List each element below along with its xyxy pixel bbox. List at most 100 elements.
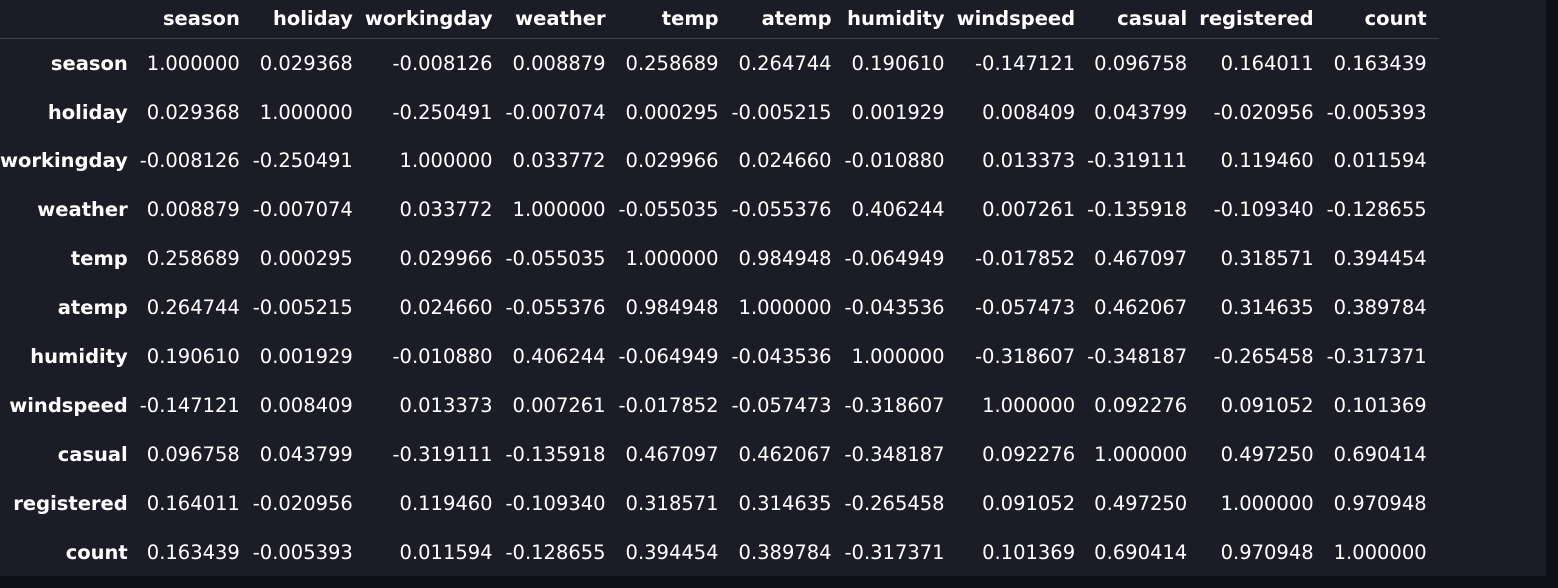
right-edge-strip: [1546, 0, 1558, 588]
cell-season-atemp: 0.264744: [738, 51, 832, 75]
cell-season-count: 0.163439: [1333, 51, 1427, 75]
cell-humidity-casual: -0.348187: [1087, 345, 1188, 369]
cell-season-workingday: -0.008126: [392, 51, 493, 75]
cell-count-humidity: -0.317371: [844, 540, 945, 564]
cell-temp-casual: 0.467097: [1094, 247, 1188, 271]
cell-windspeed-casual: 0.092276: [1094, 393, 1188, 417]
cell-windspeed-holiday: 0.008409: [259, 393, 353, 417]
cell-registered-count: 0.970948: [1333, 491, 1427, 515]
cell-workingday-workingday: 1.000000: [399, 149, 493, 173]
column-header-weather: weather: [504, 0, 618, 39]
cell-workingday-humidity: -0.010880: [844, 149, 945, 173]
cell-season-temp: 0.258689: [625, 51, 719, 75]
cell-humidity-count: -0.317371: [1326, 345, 1427, 369]
cell-count-workingday: 0.011594: [399, 540, 493, 564]
cell-temp-temp: 1.000000: [625, 247, 719, 271]
cell-humidity-weather: 0.406244: [512, 345, 606, 369]
cell-atemp-temp: 0.984948: [625, 296, 719, 320]
cell-temp-windspeed: -0.017852: [975, 247, 1076, 271]
cell-registered-humidity: -0.265458: [844, 491, 945, 515]
cell-weather-humidity: 0.406244: [851, 198, 945, 222]
cell-registered-registered: 1.000000: [1220, 491, 1314, 515]
cell-temp-count: 0.394454: [1333, 247, 1427, 271]
cell-casual-season: 0.096758: [146, 442, 240, 466]
cell-humidity-registered: -0.265458: [1213, 345, 1314, 369]
cell-weather-atemp: -0.055376: [731, 198, 832, 222]
cell-registered-casual: 0.497250: [1094, 491, 1188, 515]
cell-atemp-casual: 0.462067: [1094, 296, 1188, 320]
cell-temp-holiday: 0.000295: [259, 247, 353, 271]
cell-casual-count: 0.690414: [1333, 442, 1427, 466]
cell-registered-weather: -0.109340: [505, 491, 606, 515]
cell-weather-workingday: 0.033772: [399, 198, 493, 222]
cell-holiday-atemp: -0.005215: [731, 100, 832, 124]
column-header-humidity: humidity: [843, 0, 957, 39]
cell-season-weather: 0.008879: [512, 51, 606, 75]
header-row: season holiday workingday weather temp atemp h…: [0, 0, 1439, 39]
cell-season-windspeed: -0.147121: [975, 51, 1076, 75]
cell-casual-humidity: -0.348187: [844, 442, 945, 466]
column-header-windspeed: windspeed: [956, 0, 1088, 39]
cell-casual-casual: 1.000000: [1094, 442, 1188, 466]
row-label-holiday: holiday: [47, 100, 128, 124]
cell-atemp-windspeed: -0.057473: [975, 296, 1076, 320]
row-label-windspeed: windspeed: [9, 393, 128, 417]
row-label-weather: weather: [37, 198, 128, 222]
row-label-count: count: [65, 540, 128, 564]
cell-weather-temp: -0.055035: [618, 198, 719, 222]
cell-registered-windspeed: 0.091052: [982, 491, 1076, 515]
cell-windspeed-workingday: 0.013373: [399, 393, 493, 417]
cell-atemp-season: 0.264744: [146, 296, 240, 320]
cell-casual-registered: 0.497250: [1220, 442, 1314, 466]
cell-workingday-count: 0.011594: [1333, 149, 1427, 173]
column-header-count: count: [1325, 0, 1439, 39]
cell-windspeed-humidity: -0.318607: [844, 393, 945, 417]
cell-casual-temp: 0.467097: [625, 442, 719, 466]
cell-temp-weather: -0.055035: [505, 247, 606, 271]
cell-weather-weather: 1.000000: [512, 198, 606, 222]
cell-season-season: 1.000000: [146, 51, 240, 75]
cell-registered-atemp: 0.314635: [738, 491, 832, 515]
cell-windspeed-count: 0.101369: [1333, 393, 1427, 417]
cell-holiday-temp: 0.000295: [625, 100, 719, 124]
cell-windspeed-weather: 0.007261: [512, 393, 606, 417]
cell-casual-atemp: 0.462067: [738, 442, 832, 466]
cell-humidity-windspeed: -0.318607: [975, 345, 1076, 369]
cell-holiday-humidity: 0.001929: [851, 100, 945, 124]
table-body: season 1.000000 0.029368 -0.008126 0.008879 0…: [0, 39, 1439, 577]
cell-workingday-atemp: 0.024660: [738, 149, 832, 173]
row-label-humidity: humidity: [30, 345, 128, 369]
cell-temp-atemp: 0.984948: [738, 247, 832, 271]
cell-count-holiday: -0.005393: [252, 540, 353, 564]
cell-casual-workingday: -0.319111: [392, 442, 493, 466]
cell-weather-season: 0.008879: [146, 198, 240, 222]
cell-holiday-registered: -0.020956: [1213, 100, 1314, 124]
cell-temp-humidity: -0.064949: [844, 247, 945, 271]
table-row: atemp 0.264744 -0.005215 0.024660 -0.055376 0…: [0, 283, 1439, 332]
cell-casual-weather: -0.135918: [505, 442, 606, 466]
row-label-temp: temp: [70, 247, 128, 271]
cell-atemp-holiday: -0.005215: [252, 296, 353, 320]
cell-holiday-windspeed: 0.008409: [982, 100, 1076, 124]
cell-registered-workingday: 0.119460: [399, 491, 493, 515]
cell-temp-registered: 0.318571: [1220, 247, 1314, 271]
cell-windspeed-temp: -0.017852: [618, 393, 719, 417]
cell-weather-windspeed: 0.007261: [982, 198, 1076, 222]
cell-count-atemp: 0.389784: [738, 540, 832, 564]
column-header-casual: casual: [1087, 0, 1200, 39]
column-header-registered: registered: [1199, 0, 1326, 39]
cell-count-casual: 0.690414: [1094, 540, 1188, 564]
column-header-holiday: holiday: [251, 0, 365, 39]
table-row: workingday -0.008126 -0.250491 1.000000 0.03…: [0, 137, 1439, 186]
cell-atemp-humidity: -0.043536: [844, 296, 945, 320]
cell-season-humidity: 0.190610: [851, 51, 945, 75]
table-row: temp 0.258689 0.000295 0.029966 -0.055035 1.0…: [0, 235, 1439, 284]
cell-workingday-casual: -0.319111: [1087, 149, 1188, 173]
cell-season-registered: 0.164011: [1220, 51, 1314, 75]
bottom-edge-strip: [0, 576, 1558, 588]
cell-count-temp: 0.394454: [625, 540, 719, 564]
column-header-season: season: [139, 0, 252, 39]
cell-humidity-holiday: 0.001929: [259, 345, 353, 369]
dataframe-output: season holiday workingday weather temp atemp h…: [0, 0, 1439, 577]
cell-atemp-registered: 0.314635: [1220, 296, 1314, 320]
